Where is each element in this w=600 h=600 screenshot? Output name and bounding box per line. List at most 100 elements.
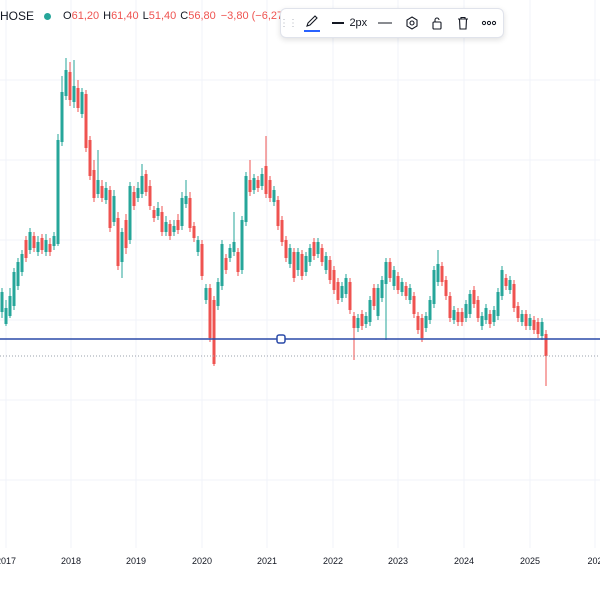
candle-body (20, 254, 24, 272)
candle-body (144, 174, 148, 192)
candle (212, 296, 216, 366)
candle (160, 206, 164, 236)
candle-body (192, 226, 196, 238)
candle-body (356, 318, 360, 328)
candle (512, 280, 516, 312)
candle-body (148, 186, 152, 206)
lock-button[interactable] (424, 8, 450, 38)
candle-body (288, 248, 292, 264)
candle-body (436, 264, 440, 282)
candle (152, 206, 156, 222)
candle (380, 276, 384, 302)
candle-body (508, 280, 512, 290)
more-button[interactable] (475, 8, 503, 38)
delete-button[interactable] (450, 8, 476, 38)
candle-body (280, 220, 284, 242)
close-key: C (180, 10, 189, 22)
candle (396, 272, 400, 294)
time-axis-label: 2023 (387, 556, 409, 566)
candle (368, 296, 372, 326)
candle-body (408, 288, 412, 300)
candle-body (240, 220, 244, 270)
candle-body (216, 282, 220, 306)
candle-body (448, 296, 452, 318)
candle-body (136, 188, 140, 198)
candle-body (120, 232, 124, 262)
candle (252, 174, 256, 194)
chart-grid (0, 0, 600, 548)
candle-body (260, 174, 264, 186)
candle-body (400, 282, 404, 292)
candle (120, 228, 124, 278)
time-axis-label: 2020 (191, 556, 213, 566)
candle-body (472, 290, 476, 304)
open-value: 61,20 (71, 10, 100, 22)
candle-body (80, 92, 84, 114)
candle-body (128, 186, 132, 240)
candle (140, 164, 144, 198)
candle (336, 278, 340, 304)
candle-body (496, 292, 500, 316)
candle-body (296, 252, 300, 270)
candle (228, 244, 232, 262)
candle-body (40, 238, 44, 250)
candle (20, 250, 24, 276)
candle-body (488, 314, 492, 324)
candle (148, 180, 152, 210)
candle-body (184, 196, 188, 204)
candle-body (340, 286, 344, 298)
candle-body (220, 244, 224, 286)
candle (524, 310, 528, 330)
color-swatch (303, 30, 320, 32)
candle-body (432, 270, 436, 304)
line-style-button[interactable] (371, 8, 399, 38)
candle-body (304, 256, 308, 272)
candle-body (176, 220, 180, 230)
time-axis-label: 2025 (519, 556, 541, 566)
candle (464, 300, 468, 322)
candle-body (248, 180, 252, 192)
candle (28, 228, 32, 254)
candle (132, 186, 136, 210)
drawing-toolbar: ⋮⋮ 2px (279, 8, 504, 38)
candle (484, 304, 488, 324)
candle (536, 318, 540, 338)
low-key: L (142, 10, 149, 22)
candle (444, 276, 448, 300)
candle (200, 240, 204, 280)
candle (156, 202, 160, 220)
candle-body (96, 180, 100, 194)
drag-handle-icon[interactable]: ⋮⋮ (279, 17, 298, 29)
candle-body (204, 288, 208, 300)
candle-body (236, 252, 240, 272)
candle (292, 248, 296, 282)
line-width-button[interactable]: 2px (328, 8, 371, 38)
candle-body (452, 310, 456, 320)
candle (456, 308, 460, 326)
line-style-icon (377, 22, 392, 24)
candle (376, 284, 380, 320)
settings-button[interactable] (399, 8, 425, 38)
candle (384, 258, 388, 340)
high-key: H (103, 10, 112, 22)
time-axis-label: 2022 (322, 556, 344, 566)
candle-body (532, 320, 536, 330)
candle (420, 314, 424, 342)
candle-body (332, 270, 336, 290)
candle (172, 220, 176, 236)
candle (308, 244, 312, 266)
time-axis[interactable]: 2017 2018 2019 2020 2021 2022 2023 2024 2025 202 (0, 556, 600, 572)
candle (100, 180, 104, 202)
candle-body (520, 314, 524, 322)
candle (4, 300, 8, 326)
candle (488, 310, 492, 328)
candle (96, 150, 100, 198)
candle-body (344, 278, 348, 294)
candle (440, 262, 444, 286)
horizontal-line-handle[interactable] (276, 334, 286, 344)
pencil-color-button[interactable] (295, 8, 328, 38)
candle (296, 248, 300, 276)
candle-body (420, 318, 424, 338)
